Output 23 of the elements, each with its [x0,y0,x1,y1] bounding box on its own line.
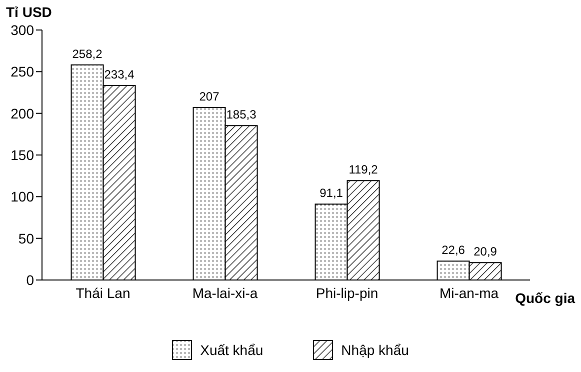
data-label: 91,1 [320,186,344,200]
x-tick-label: Phi-lip-pin [316,284,378,301]
legend-label: Nhập khẩu [341,342,409,358]
legend-label: Xuất khẩu [200,342,264,358]
y-tick-label: 100 [10,188,34,205]
data-label: 119,2 [348,162,378,177]
data-label: 233,4 [104,68,135,82]
y-tick-label: 150 [10,146,34,163]
y-tick-label: 200 [10,105,34,122]
data-label: 20,9 [474,244,498,259]
y-tick-label: 250 [10,64,34,80]
x-tick-label: Thái Lan [76,284,130,301]
x-tick-label: Mi-an-ma [439,284,499,301]
x-tick-label: Ma-lai-xi-a [192,284,258,301]
y-tick-label: 50 [18,230,34,246]
data-label: 22,6 [442,243,466,258]
data-label: 207 [199,90,220,104]
y-tick-label: 300 [10,22,34,38]
y-tick-label: 0 [26,272,34,288]
data-label: 185,3 [226,108,257,122]
x-axis-title: Quốc gia [515,290,575,306]
data-label: 258,2 [72,46,103,61]
y-axis-title: Tỉ USD [6,4,52,20]
